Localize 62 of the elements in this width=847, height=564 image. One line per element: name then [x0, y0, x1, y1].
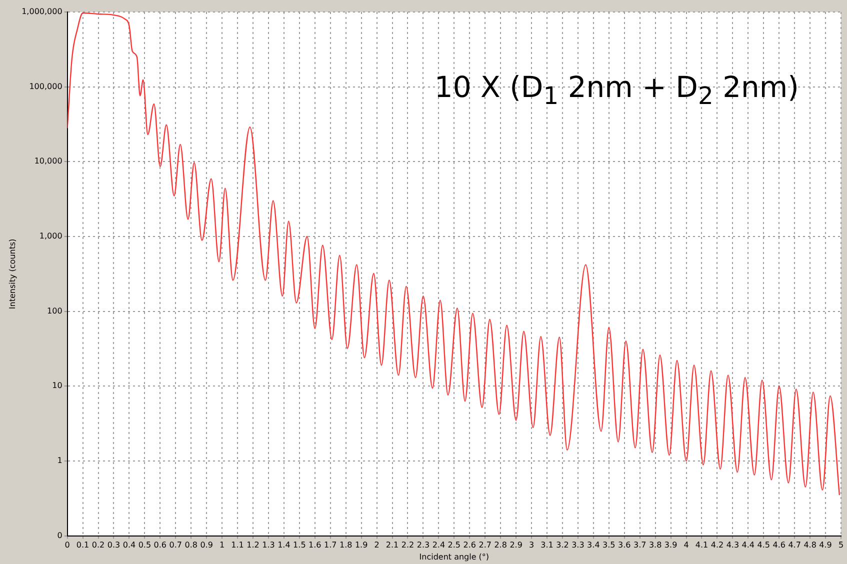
x-tick-label: 0.6	[154, 540, 167, 550]
x-tick-label: 1.4	[278, 540, 290, 550]
annotation: 10 X (D$_{1}$ 2nm + D$_{2}$ 2nm)	[434, 70, 799, 110]
x-tick-label: 4.7	[788, 540, 801, 550]
x-tick-label: 2.3	[416, 540, 430, 550]
x-tick-label: 5	[838, 540, 844, 550]
y-tick-label: 1,000,000	[22, 7, 62, 16]
x-tick-label: 2	[374, 540, 380, 550]
x-tick-label: 2.7	[478, 540, 492, 550]
y-tick-label: 10	[52, 381, 62, 390]
x-tick-label: 3.1	[540, 540, 554, 550]
x-tick-label: 1.5	[293, 540, 306, 550]
x-tick-label: 4.1	[695, 540, 708, 550]
x-tick-label: 1.7	[324, 540, 337, 550]
x-tick-label: 0	[64, 540, 70, 550]
x-axis-title: Incident angle (°)	[419, 552, 490, 562]
x-tick-label: 3.2	[556, 540, 569, 550]
x-tick-label: 1.9	[354, 540, 368, 550]
x-tick-label: 3	[528, 540, 534, 550]
x-tick-label: 3.3	[572, 540, 584, 550]
x-tick-label: 0.3	[107, 540, 120, 550]
x-tick-label: 0.2	[92, 540, 105, 550]
x-tick-label: 0.5	[138, 540, 152, 550]
x-tick-label: 1.3	[262, 540, 275, 550]
y-tick-label: 100	[47, 306, 62, 316]
x-tick-label: 4.2	[710, 540, 724, 550]
x-tick-label: 4.5	[757, 540, 770, 550]
x-tick-label: 4.6	[772, 540, 786, 550]
x-tick-label: 0.8	[184, 540, 198, 550]
x-tick-label: 0.9	[200, 540, 213, 550]
x-tick-label: 2.6	[463, 540, 476, 550]
x-tick-label: 2.2	[401, 540, 414, 550]
x-tick-label: 0.4	[122, 540, 136, 550]
x-tick-label: 2.5	[448, 540, 461, 550]
x-tick-label: 2.8	[494, 540, 507, 550]
x-tick-label: 1.2	[246, 540, 260, 550]
x-tick-label: 2.9	[510, 540, 522, 550]
y-axis-title: Intensity (counts)	[8, 238, 17, 310]
y-tick-label: 0	[57, 530, 62, 540]
x-tick-label: 3.8	[648, 540, 662, 550]
x-tick-label: 3.5	[602, 540, 616, 550]
x-tick-label: 4.9	[819, 540, 832, 550]
x-tick-label: 0.1	[76, 540, 90, 550]
y-tick-label: 100,000	[29, 82, 62, 91]
y-tick-label: 1	[57, 456, 62, 466]
x-tick-label: 1.6	[308, 540, 322, 550]
y-tick-label: 1,000	[39, 232, 62, 241]
x-tick-label: 4.8	[804, 540, 816, 550]
x-tick-label: 4	[684, 540, 689, 550]
y-tick-label: 10,000	[34, 156, 62, 166]
x-tick-label: 2.1	[386, 540, 399, 550]
x-tick-label: 2.4	[432, 540, 446, 550]
x-tick-label: 3.6	[618, 540, 631, 550]
x-tick-label: 1	[220, 540, 225, 550]
x-tick-label: 4.3	[726, 540, 740, 550]
x-tick-label: 3.7	[633, 540, 646, 550]
x-tick-label: 0.7	[169, 540, 182, 550]
x-tick-label: 4.4	[742, 540, 755, 550]
x-tick-label: 3.9	[664, 540, 678, 550]
x-tick-label: 1.1	[231, 540, 244, 550]
x-tick-label: 1.8	[339, 540, 352, 550]
x-tick-label: 3.4	[587, 540, 600, 550]
